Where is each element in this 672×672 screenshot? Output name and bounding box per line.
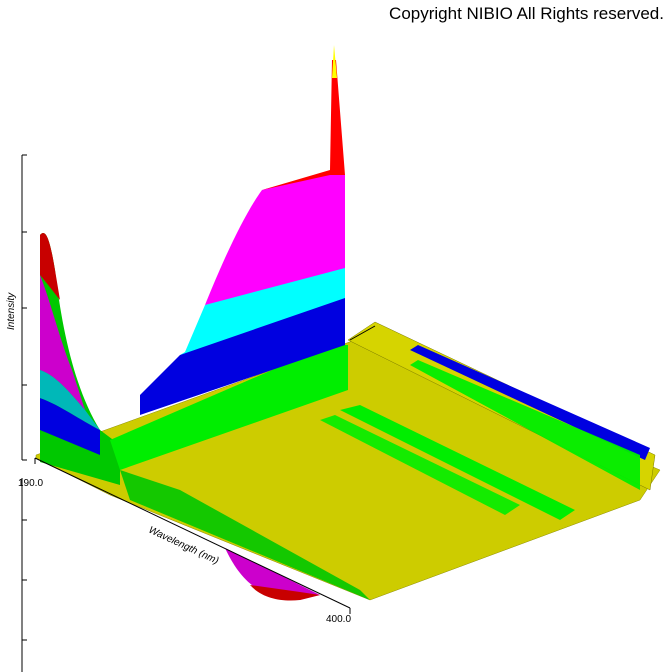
surface-ridge-peak xyxy=(332,45,337,78)
surface-peak-left-cyan xyxy=(40,370,100,430)
surface-band-green-right-1 xyxy=(410,360,640,490)
surface-ridge-cyan xyxy=(180,265,345,355)
surface-band-green-right-3 xyxy=(320,415,520,515)
surface-band-blue-right xyxy=(410,345,650,460)
surface-peak-left-red xyxy=(40,233,60,300)
surface-trough xyxy=(225,548,320,600)
surface-trough-red xyxy=(250,585,320,601)
x-tick-label-start: 190.0 xyxy=(18,478,43,489)
x-axis-ticks xyxy=(34,458,351,614)
z-axis-ticks xyxy=(22,519,27,641)
back-axis-line xyxy=(349,325,376,341)
surface-peak-left-magenta xyxy=(40,275,85,410)
surface-ridge-red xyxy=(262,60,345,190)
surface-front-band xyxy=(120,470,370,600)
x-axis-line xyxy=(34,457,351,609)
surface-band-green-right-2 xyxy=(340,405,575,520)
surface-peak-left-blue xyxy=(40,398,100,455)
y-axis-ticks xyxy=(22,154,27,461)
y-axis-label: Intensity xyxy=(6,292,17,330)
x-tick-label-end: 400.0 xyxy=(326,614,351,625)
copyright-text: Copyright NIBIO All Rights reserved. xyxy=(389,4,664,23)
surface-ridge-green xyxy=(110,345,348,470)
surface-ridge-blue xyxy=(140,295,345,415)
surface-ridge-magenta xyxy=(205,172,345,305)
